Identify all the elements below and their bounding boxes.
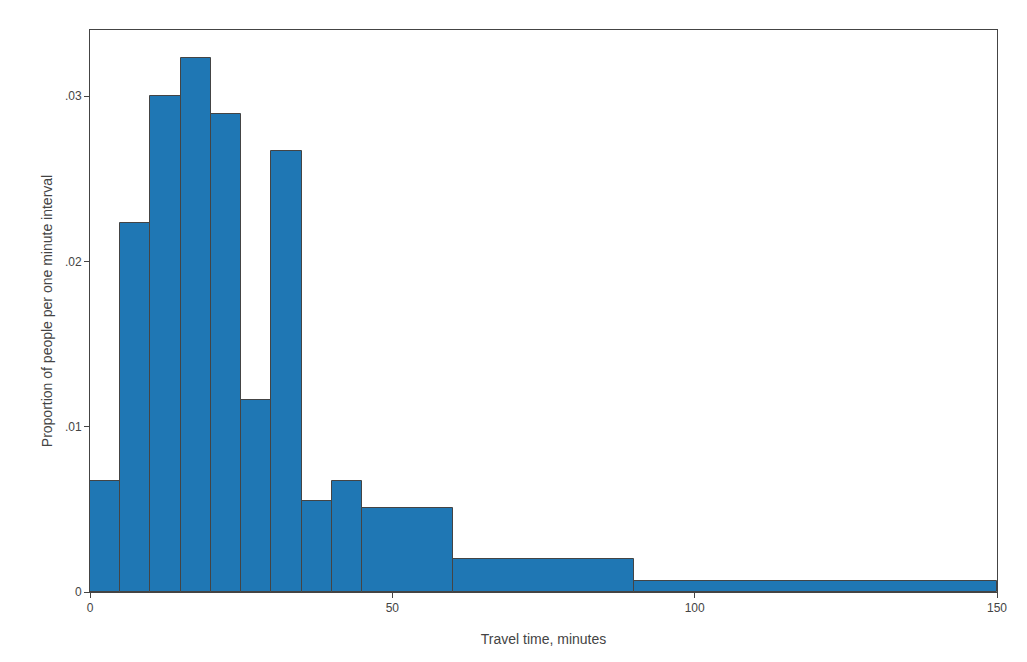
svg-text:0: 0 (75, 585, 82, 599)
svg-text:Proportion of people per one m: Proportion of people per one minute inte… (39, 175, 55, 447)
svg-text:Travel time, minutes: Travel time, minutes (481, 631, 607, 647)
svg-text:100: 100 (685, 601, 705, 615)
svg-text:150: 150 (987, 601, 1007, 615)
svg-text:.02: .02 (65, 255, 82, 269)
svg-text:0: 0 (87, 601, 94, 615)
svg-text:.03: .03 (65, 89, 82, 103)
svg-text:.01: .01 (65, 420, 82, 434)
svg-text:50: 50 (386, 601, 400, 615)
